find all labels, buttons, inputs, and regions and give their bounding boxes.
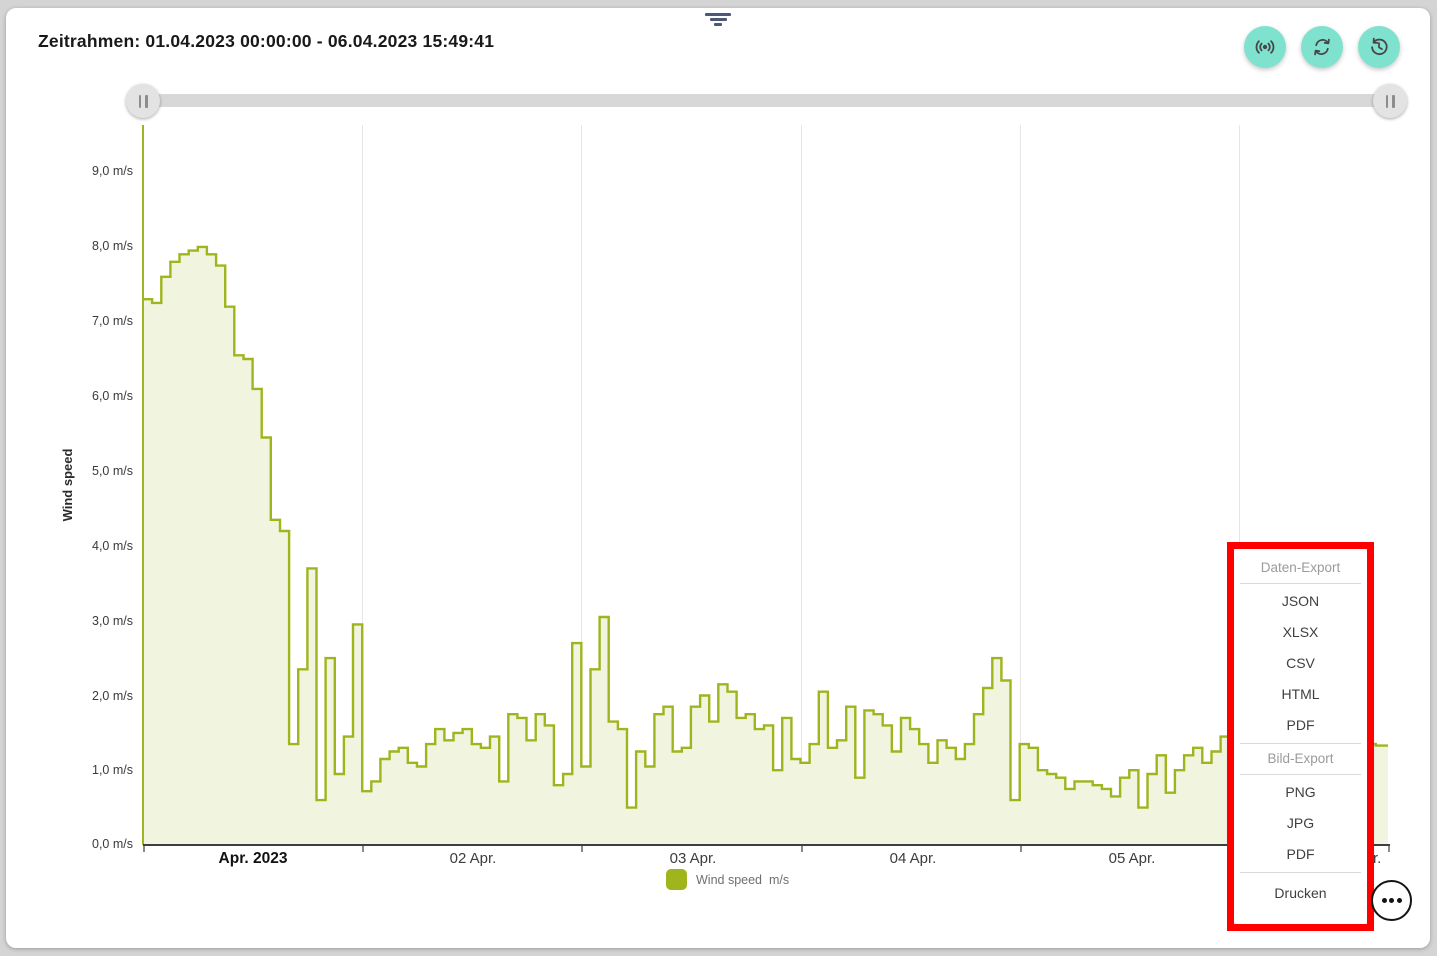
- slider-handle-left[interactable]: [126, 84, 160, 118]
- gridline: [801, 125, 802, 845]
- menu-section-header: Daten-Export: [1260, 560, 1341, 575]
- x-axis-label: 04 Apr.: [889, 850, 937, 867]
- axis-tick: [581, 846, 583, 852]
- menu-divider: [1240, 872, 1361, 873]
- menu-section-header: Bild-Export: [1267, 751, 1334, 766]
- x-axis-label: Apr. 2023: [218, 850, 288, 867]
- y-axis-title: Wind speed: [60, 448, 75, 522]
- refresh-button[interactable]: [1301, 26, 1343, 68]
- menu-item-png[interactable]: PNG: [1285, 784, 1316, 800]
- x-axis-label: 05 Apr.: [1108, 850, 1156, 867]
- grip-icon: [145, 94, 148, 108]
- windspeed-chart: [143, 245, 1388, 845]
- grip-icon: [1392, 94, 1395, 108]
- y-tick-label: 0,0 m/s: [92, 837, 133, 851]
- y-tick-label: 5,0 m/s: [92, 464, 133, 478]
- y-tick-label: 1,0 m/s: [92, 763, 133, 777]
- menu-divider: [1240, 743, 1361, 744]
- axis-tick: [1020, 846, 1022, 852]
- menu-divider: [1240, 583, 1361, 584]
- menu-item-json[interactable]: JSON: [1281, 593, 1320, 609]
- y-tick-label: 9,0 m/s: [92, 164, 133, 178]
- history-icon: [1371, 37, 1388, 56]
- menu-item-xlsx[interactable]: XLSX: [1282, 624, 1319, 640]
- menu-item-html[interactable]: HTML: [1281, 686, 1320, 702]
- y-tick-label: 6,0 m/s: [92, 389, 133, 403]
- ellipsis-icon: [1381, 898, 1387, 903]
- x-axis-line: [143, 844, 1390, 846]
- y-tick-label: 2,0 m/s: [92, 689, 133, 703]
- filter-icon[interactable]: [704, 13, 732, 31]
- y-axis-line: [142, 125, 144, 845]
- x-axis-label: 03 Apr.: [669, 850, 717, 867]
- live-update-button[interactable]: [1244, 26, 1286, 68]
- menu-item-jpg[interactable]: JPG: [1286, 815, 1315, 831]
- broadcast-icon: [1255, 40, 1275, 54]
- gridline: [1239, 125, 1240, 845]
- export-menu: Daten-Export JSON XLSX CSV HTML PDF Bild…: [1234, 549, 1367, 924]
- menu-divider: [1240, 774, 1361, 775]
- timeframe-title: Zeitrahmen: 01.04.2023 00:00:00 - 06.04.…: [38, 31, 495, 51]
- menu-item-pdf-data[interactable]: PDF: [1286, 717, 1315, 733]
- axis-tick: [362, 846, 364, 852]
- series-line: [143, 245, 1388, 809]
- x-axis-label: 02 Apr.: [449, 850, 497, 867]
- grip-icon: [138, 94, 141, 108]
- menu-item-csv[interactable]: CSV: [1286, 655, 1315, 671]
- time-range-slider-track[interactable]: [143, 94, 1390, 107]
- y-tick-label: 4,0 m/s: [92, 539, 133, 553]
- refresh-icon: [1314, 38, 1330, 56]
- gridline: [1020, 125, 1021, 845]
- axis-tick: [1388, 846, 1390, 852]
- menu-item-pdf-image[interactable]: PDF: [1286, 846, 1315, 862]
- legend-label: Wind speed m/s: [696, 872, 790, 887]
- axis-tick: [143, 846, 145, 852]
- history-button[interactable]: [1358, 26, 1400, 68]
- gridline: [362, 125, 363, 845]
- gridline: [581, 125, 582, 845]
- grip-icon: [1385, 94, 1388, 108]
- axis-tick: [801, 846, 803, 852]
- legend-swatch: [666, 869, 687, 890]
- menu-item-drucken[interactable]: Drucken: [1274, 885, 1327, 901]
- more-options-button[interactable]: [1371, 880, 1412, 921]
- chart-legend[interactable]: Wind speed m/s: [666, 869, 789, 890]
- y-tick-label: 8,0 m/s: [92, 239, 133, 253]
- y-tick-label: 3,0 m/s: [92, 614, 133, 628]
- y-tick-label: 7,0 m/s: [92, 314, 133, 328]
- slider-handle-right[interactable]: [1373, 84, 1407, 118]
